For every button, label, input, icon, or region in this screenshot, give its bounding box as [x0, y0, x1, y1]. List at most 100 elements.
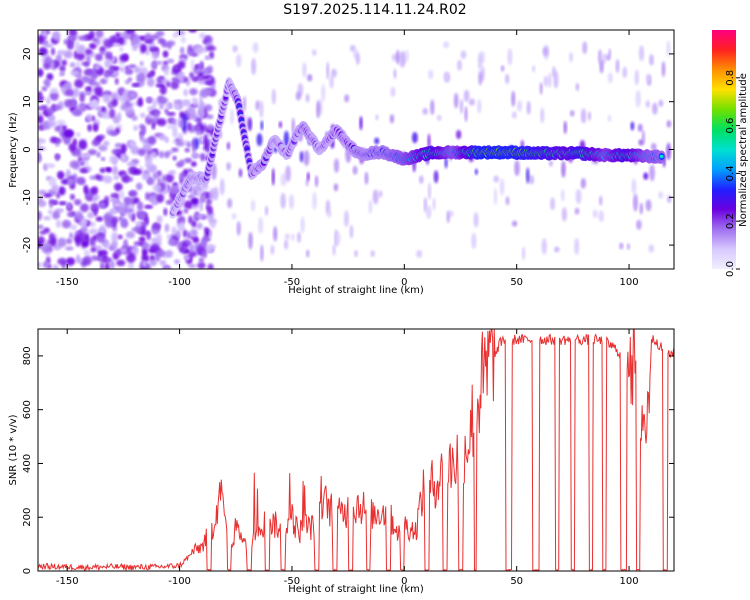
heatmap-cell	[329, 74, 334, 89]
heatmap-cell	[311, 49, 317, 56]
heatmap-cell	[99, 224, 106, 235]
heatmap-cell	[128, 190, 137, 197]
heatmap-cell	[44, 56, 53, 65]
heatmap-cell	[81, 61, 90, 66]
heatmap-cell	[649, 164, 655, 182]
heatmap-cell	[76, 52, 85, 61]
heatmap-cell	[150, 151, 158, 159]
heatmap-cell	[167, 42, 172, 50]
heatmap-cell	[507, 48, 513, 66]
x-tick-label: 100	[620, 576, 639, 587]
heatmap-cell	[135, 220, 143, 228]
heatmap-cell	[500, 65, 505, 72]
heatmap-cell	[194, 45, 204, 55]
heatmap-cell	[70, 70, 81, 77]
heatmap-cell	[150, 243, 160, 252]
heatmap-cell	[539, 82, 543, 95]
heatmap-cell	[303, 150, 310, 167]
spectrogram-y-label: Frequency (Hz)	[8, 112, 19, 188]
heatmap-cell	[179, 74, 185, 84]
heatmap-cell	[550, 197, 556, 211]
heatmap-cell	[120, 152, 127, 162]
heatmap-cell	[258, 217, 264, 235]
heatmap-cell	[296, 231, 302, 243]
heatmap-cell	[156, 233, 162, 242]
heatmap-cell	[316, 100, 321, 119]
heatmap-cell	[226, 162, 231, 171]
heatmap-cell	[120, 104, 128, 111]
heatmap-cell	[446, 210, 450, 224]
heatmap-cell	[652, 102, 658, 115]
heatmap-cell	[205, 244, 214, 253]
heatmap-cell	[607, 72, 613, 84]
y-tick-label: 20	[22, 48, 33, 61]
heatmap-cell	[38, 210, 43, 221]
heatmap-cell	[172, 132, 179, 138]
heatmap-cell	[94, 174, 101, 181]
x-tick-label: -50	[284, 277, 300, 288]
heatmap-cell	[201, 239, 207, 248]
heatmap-cell	[79, 168, 88, 174]
heatmap-cell	[191, 197, 199, 206]
heatmap-cell	[133, 66, 141, 74]
snr-x-label: Height of straight line (km)	[288, 584, 424, 595]
heatmap-cell	[260, 244, 264, 262]
heatmap-cell	[139, 60, 144, 67]
heatmap-cell	[205, 204, 211, 211]
heatmap-cell	[239, 118, 244, 122]
heatmap-cell	[649, 54, 654, 66]
x-tick-label: -150	[56, 277, 79, 288]
heatmap-cell	[90, 202, 100, 213]
heatmap-cell	[152, 98, 157, 109]
heatmap-cell	[666, 120, 672, 128]
heatmap-cell	[270, 244, 275, 255]
heatmap-cell	[56, 170, 65, 179]
heatmap-cell	[648, 244, 655, 253]
heatmap-cell	[326, 61, 330, 80]
heatmap-cell	[110, 208, 117, 214]
heatmap-cell	[449, 210, 454, 217]
colorbar-tick-label: 0.4	[725, 165, 736, 181]
heatmap-cell	[46, 107, 54, 116]
heatmap-cell	[87, 124, 93, 132]
heatmap-cell	[140, 43, 147, 53]
heatmap-cell	[284, 233, 291, 241]
heatmap-cell	[478, 70, 483, 86]
heatmap-cell	[151, 33, 160, 40]
heatmap-cell	[113, 175, 120, 180]
heatmap-cell	[460, 50, 467, 59]
heatmap-cell	[306, 171, 310, 182]
heatmap-cell	[184, 147, 190, 153]
heatmap-cell	[105, 51, 110, 60]
heatmap-cell	[74, 40, 80, 51]
heatmap-cell	[526, 167, 530, 184]
figure-title: S197.2025.114.11.24.R02	[283, 2, 466, 18]
heatmap-cell	[343, 210, 349, 228]
heatmap-cell	[349, 224, 354, 239]
heatmap-cell	[63, 129, 74, 138]
heatmap-cell	[100, 262, 105, 269]
heatmap-cell	[80, 153, 91, 159]
heatmap-cell	[145, 49, 150, 56]
heatmap-cell	[79, 93, 85, 103]
heatmap-cell	[188, 30, 198, 33]
heatmap-cell	[666, 142, 671, 161]
heatmap-cell	[172, 119, 177, 127]
heatmap-cell	[126, 161, 136, 167]
heatmap-cell	[165, 173, 174, 183]
heatmap-cell	[52, 210, 61, 220]
heatmap-cell	[128, 92, 137, 99]
heatmap-cell	[433, 170, 439, 184]
heatmap-cell	[165, 199, 174, 205]
heatmap-cell	[137, 97, 144, 107]
heatmap-cell	[256, 133, 263, 147]
heatmap-cell	[147, 135, 157, 145]
heatmap-cell	[111, 239, 118, 250]
heatmap-cell	[641, 130, 646, 144]
heatmap-cell	[58, 124, 64, 133]
heatmap-cell	[38, 224, 44, 230]
heatmap-cell	[123, 238, 128, 249]
heatmap-cell	[455, 129, 462, 140]
heatmap-cell	[574, 207, 580, 215]
heatmap-cell	[112, 42, 121, 47]
